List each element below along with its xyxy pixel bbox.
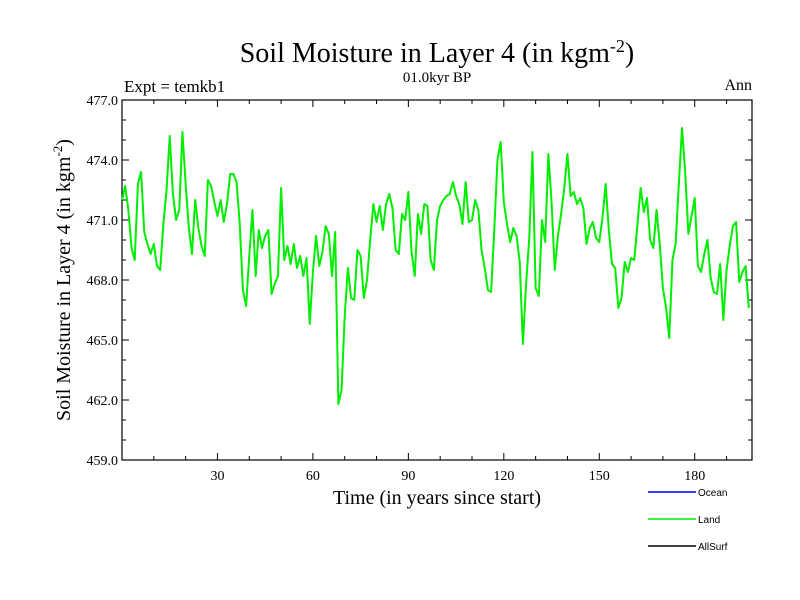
y-tick-label: 462.0	[87, 394, 119, 409]
x-tick-label: 150	[589, 469, 610, 484]
x-tick-label: 90	[401, 469, 415, 484]
subtitle-center: 01.0kyr BP	[403, 70, 471, 86]
subtitle-right: Ann	[724, 77, 752, 94]
series-line-land	[121, 127, 750, 405]
y-tick-label: 459.0	[87, 454, 119, 469]
legend: Ocean Land AllSurf	[648, 488, 728, 553]
y-tick-label: 477.0	[87, 94, 119, 109]
x-tick-label: 180	[684, 469, 705, 484]
y-axis-label: Soil Moisture in Layer 4 (in kgm-2)	[50, 139, 75, 421]
chart-title: Soil Moisture in Layer 4 (in kgm-2)	[240, 36, 635, 69]
legend-label-land: Land	[698, 515, 720, 526]
series-group	[121, 127, 750, 405]
legend-label-ocean: Ocean	[698, 488, 727, 499]
subtitle-left: Expt = temkb1	[124, 77, 225, 96]
y-tick-label: 468.0	[87, 274, 119, 289]
y-tick-label: 474.0	[87, 154, 119, 169]
axes: 459.0 462.0 465.0 468.0 471.0 474.0 477.0 30 60 9…	[87, 94, 752, 484]
legend-label-allsurf: AllSurf	[698, 542, 728, 553]
x-tick-label: 30	[210, 469, 224, 484]
x-tick-label: 120	[493, 469, 514, 484]
y-tick-label: 465.0	[87, 334, 119, 349]
plot-frame	[121, 99, 753, 461]
x-tick-label: 60	[306, 469, 320, 484]
x-axis-label: Time (in years since start)	[333, 487, 541, 509]
y-tick-label: 471.0	[87, 214, 119, 229]
